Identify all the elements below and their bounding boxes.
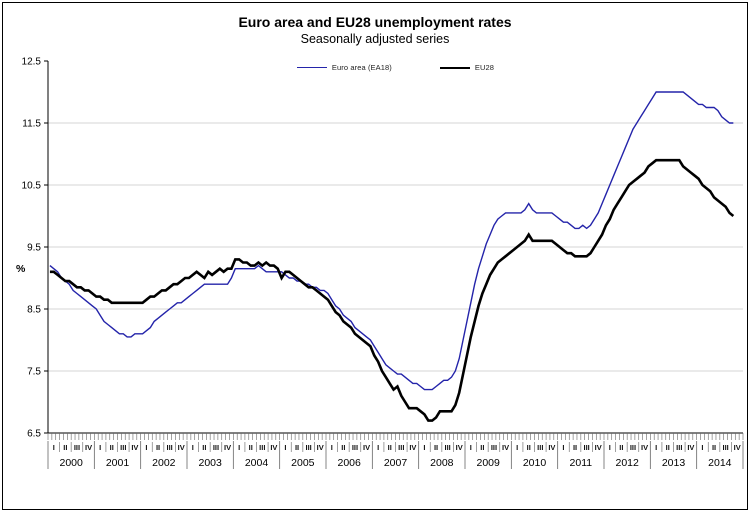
year-label: 2010 <box>523 457 547 469</box>
chart-title: Euro area and EU28 unemployment rates <box>238 14 512 30</box>
year-label: 2011 <box>570 457 593 469</box>
quarter-label: I <box>238 443 240 452</box>
quarter-label: II <box>341 443 345 452</box>
quarter-label: II <box>573 443 577 452</box>
quarter-label: II <box>619 443 623 452</box>
year-label: 2006 <box>337 457 361 469</box>
y-tick-label: 6.5 <box>27 429 41 440</box>
quarter-label: II <box>434 443 438 452</box>
quarter-label: III <box>676 443 682 452</box>
quarter-label: III <box>722 443 728 452</box>
quarter-label: I <box>470 443 472 452</box>
quarter-label: IV <box>317 443 324 452</box>
y-tick-label: 10.5 <box>22 181 42 192</box>
quarter-label: III <box>166 443 172 452</box>
quarter-label: IV <box>270 443 277 452</box>
quarter-label: III <box>305 443 311 452</box>
quarter-label: II <box>480 443 484 452</box>
quarter-label: I <box>284 443 286 452</box>
y-tick-label: 12.5 <box>22 57 42 68</box>
quarter-label: II <box>156 443 160 452</box>
quarter-label: IV <box>548 443 555 452</box>
series-line-eu28 <box>49 158 735 422</box>
quarter-label: III <box>120 443 126 452</box>
quarter-label: IV <box>409 443 416 452</box>
year-label: 2001 <box>106 457 130 469</box>
quarter-label: I <box>331 443 333 452</box>
year-label: 2013 <box>662 457 686 469</box>
quarter-label: IV <box>363 443 370 452</box>
quarter-label: II <box>202 443 206 452</box>
y-tick-label: 11.5 <box>22 119 41 130</box>
y-tick-label: 8.5 <box>27 305 41 316</box>
legend-item-ea18: Euro area (EA18) <box>296 63 392 72</box>
quarter-label: IV <box>85 443 92 452</box>
quarter-label: IV <box>131 443 138 452</box>
quarter-label: III <box>259 443 265 452</box>
quarter-label: III <box>491 443 497 452</box>
quarter-label: III <box>352 443 358 452</box>
year-label: 2007 <box>384 457 408 469</box>
quarter-label: IV <box>595 443 602 452</box>
quarter-label: I <box>609 443 611 452</box>
ea18-line-swatch <box>296 67 327 68</box>
quarter-label: IV <box>641 443 648 452</box>
quarter-label: I <box>53 443 55 452</box>
eu28-line-swatch <box>439 66 470 69</box>
y-tick-label: 7.5 <box>27 367 41 378</box>
quarter-label: II <box>110 443 114 452</box>
y-axis-unit-label: % <box>16 263 26 275</box>
quarter-label: I <box>701 443 703 452</box>
quarter-label: II <box>63 443 67 452</box>
quarter-label: III <box>583 443 589 452</box>
quarter-label: I <box>516 443 518 452</box>
quarter-label: I <box>377 443 379 452</box>
y-tick-label: 9.5 <box>27 243 41 254</box>
legend-item-eu28: EU28 <box>439 63 495 72</box>
quarter-label: III <box>630 443 636 452</box>
quarter-label: III <box>213 443 219 452</box>
quarter-label: II <box>666 443 670 452</box>
year-label: 2004 <box>245 457 269 469</box>
year-label: 2002 <box>152 457 176 469</box>
unemployment-chart: 12.511.510.59.58.57.56.5%I II III IV I II III I… <box>16 57 744 469</box>
quarter-label: I <box>423 443 425 452</box>
quarter-label: IV <box>456 443 463 452</box>
year-label: 2000 <box>59 457 83 469</box>
quarter-label: II <box>388 443 392 452</box>
quarter-label: I <box>99 443 101 452</box>
quarter-label: IV <box>224 443 231 452</box>
quarter-label: I <box>192 443 194 452</box>
legend-label-ea18: Euro area (EA18) <box>331 63 392 72</box>
legend-label-eu28: EU28 <box>474 63 495 72</box>
legend: Euro area (EA18) EU28 <box>48 63 743 72</box>
year-label: 2012 <box>615 457 639 469</box>
year-label: 2014 <box>708 457 732 469</box>
year-label: 2003 <box>198 457 222 469</box>
quarter-label: I <box>562 443 564 452</box>
year-label: 2009 <box>476 457 500 469</box>
year-label: 2008 <box>430 457 454 469</box>
quarter-label: III <box>74 443 80 452</box>
quarter-label: III <box>398 443 404 452</box>
quarter-label: I <box>145 443 147 452</box>
quarter-label: IV <box>502 443 509 452</box>
quarter-label: III <box>537 443 543 452</box>
quarter-label: IV <box>178 443 185 452</box>
quarter-label: II <box>249 443 253 452</box>
quarter-label: III <box>444 443 450 452</box>
quarter-label: I <box>655 443 657 452</box>
quarter-label: IV <box>687 443 694 452</box>
year-label: 2005 <box>291 457 315 469</box>
quarter-label: II <box>712 443 716 452</box>
quarter-label: II <box>295 443 299 452</box>
quarter-label: IV <box>734 443 741 452</box>
series-line-ea18 <box>49 91 734 391</box>
chart-subtitle: Seasonally adjusted series <box>300 32 450 46</box>
quarter-label: II <box>527 443 531 452</box>
